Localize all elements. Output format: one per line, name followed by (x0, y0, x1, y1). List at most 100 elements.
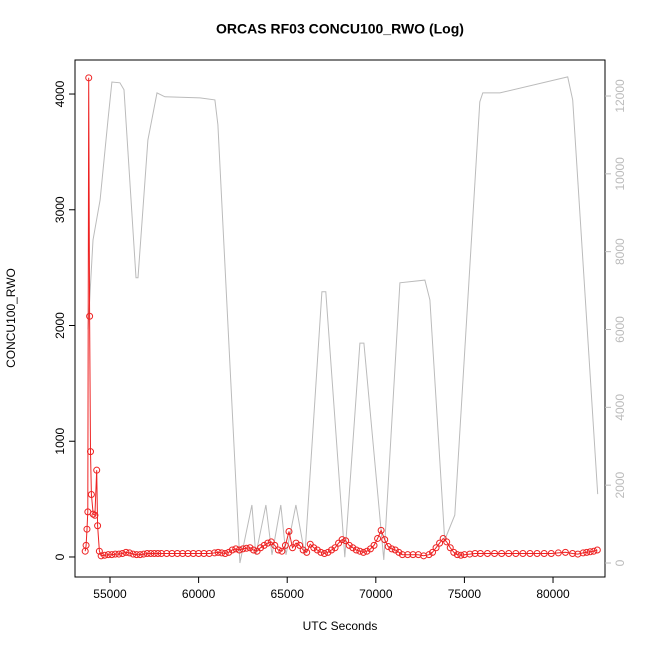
data-point (432, 544, 440, 552)
data-point (583, 548, 591, 556)
data-point (205, 550, 213, 558)
data-point (561, 548, 569, 556)
data-point (93, 466, 101, 474)
y2-tick-label: 0 (613, 559, 627, 566)
data-point (436, 539, 444, 547)
data-point (228, 546, 236, 554)
y-tick-label: 0 (53, 553, 67, 560)
data-point (296, 541, 304, 549)
data-point (384, 543, 392, 551)
data-point (409, 551, 417, 559)
data-point (457, 551, 465, 559)
data-point (320, 550, 328, 558)
data-point (97, 552, 105, 560)
data-point (87, 490, 95, 498)
data-point (439, 534, 447, 542)
data-point (338, 536, 346, 544)
data-point (125, 549, 133, 557)
data-point (143, 550, 151, 558)
data-point (299, 546, 307, 554)
data-point (569, 550, 577, 558)
data-point (453, 551, 461, 559)
data-point (264, 539, 272, 547)
data-point (398, 551, 406, 559)
series-line (87, 76, 599, 564)
data-point (104, 551, 112, 559)
data-point (331, 544, 339, 552)
data-point (218, 549, 226, 557)
data-point (429, 548, 437, 556)
data-point (471, 550, 479, 558)
data-point (313, 546, 321, 554)
data-point (554, 549, 562, 557)
data-point (519, 550, 527, 558)
data-point (278, 547, 286, 555)
data-point (242, 544, 250, 552)
data-point (491, 550, 499, 558)
data-point (586, 548, 594, 556)
y2-tick-label: 2000 (613, 471, 627, 498)
data-point (547, 550, 555, 558)
data-point (232, 545, 240, 553)
data-point (214, 548, 222, 556)
data-point (352, 546, 360, 554)
data-point (476, 550, 484, 558)
data-point (374, 534, 382, 542)
data-point (345, 541, 353, 549)
data-point (306, 540, 314, 548)
data-point (310, 544, 318, 552)
data-point (381, 536, 389, 544)
y2-tick-label: 8000 (613, 238, 627, 265)
data-point (328, 546, 336, 554)
data-point (317, 548, 325, 556)
x-tick-label: 70000 (359, 587, 393, 601)
data-point (86, 312, 94, 320)
data-point (136, 551, 144, 559)
data-point (303, 548, 311, 556)
data-point (89, 510, 97, 518)
data-point (195, 550, 203, 558)
data-point (82, 541, 90, 549)
data-point (225, 548, 233, 556)
chart-title: ORCAS RF03 CONCU100_RWO (Log) (216, 21, 464, 37)
x-axis-label: UTC Seconds (303, 619, 378, 633)
data-point (289, 544, 297, 552)
data-point (450, 548, 458, 556)
data-point (512, 550, 520, 558)
data-point (526, 550, 534, 558)
data-point (163, 550, 171, 558)
x-tick-label: 60000 (182, 587, 216, 601)
data-point (505, 550, 513, 558)
data-point (250, 546, 258, 554)
data-point (260, 541, 268, 549)
y-tick-label: 2000 (53, 312, 67, 339)
data-point (129, 550, 137, 558)
data-point (391, 546, 399, 554)
x-tick-label: 75000 (448, 587, 482, 601)
data-point (140, 550, 148, 558)
data-point (388, 545, 396, 553)
data-point (443, 538, 451, 546)
y-tick-label: 4000 (53, 80, 67, 107)
data-point (359, 548, 367, 556)
data-point (574, 550, 582, 558)
data-point (122, 548, 130, 556)
data-point (460, 551, 468, 559)
data-point (533, 550, 541, 558)
data-point (425, 551, 433, 559)
data-point (324, 548, 332, 556)
data-point (101, 551, 109, 559)
data-point (540, 550, 548, 558)
data-point (335, 539, 343, 547)
data-point (271, 541, 279, 549)
data-point (590, 547, 598, 555)
data-point (579, 549, 587, 557)
data-point (91, 511, 99, 519)
data-point (466, 550, 474, 558)
data-point (94, 522, 102, 530)
x-tick-label: 55000 (93, 587, 127, 601)
data-point (292, 539, 300, 547)
y-tick-label: 1000 (53, 428, 67, 455)
data-point (147, 550, 155, 558)
